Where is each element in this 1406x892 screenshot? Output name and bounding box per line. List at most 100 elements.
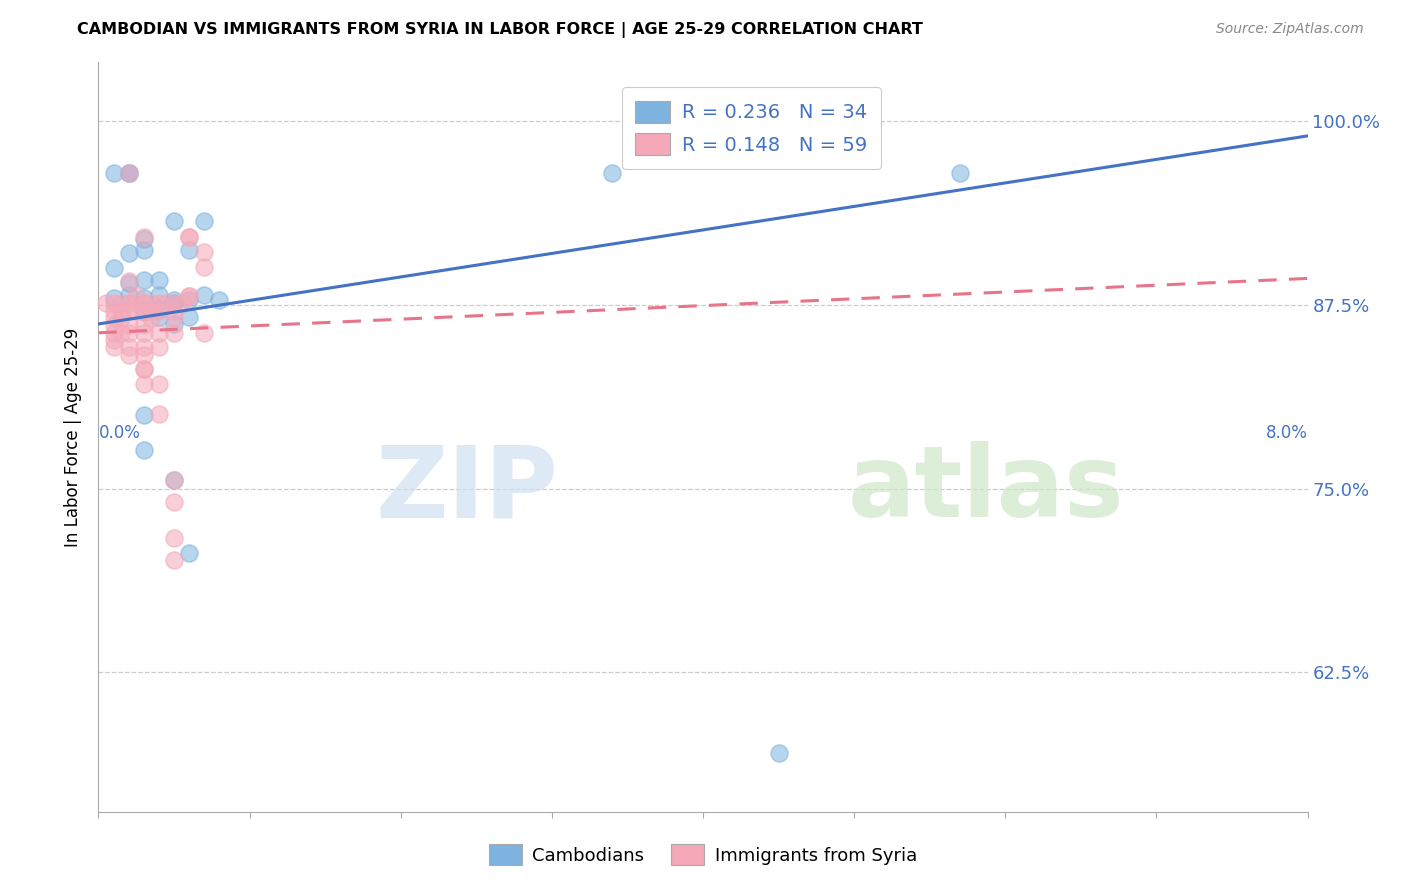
Point bbox=[94, 296, 117, 310]
Y-axis label: In Labor Force | Age 25-29: In Labor Force | Age 25-29 bbox=[65, 327, 83, 547]
Point bbox=[208, 293, 231, 308]
Point bbox=[193, 260, 215, 274]
Point bbox=[141, 296, 163, 310]
Point bbox=[125, 296, 148, 310]
Text: 8.0%: 8.0% bbox=[1265, 424, 1308, 442]
Point bbox=[179, 546, 201, 560]
Point bbox=[103, 341, 125, 355]
Point bbox=[118, 287, 141, 301]
Point bbox=[163, 214, 186, 228]
Point bbox=[148, 326, 170, 340]
Point bbox=[118, 274, 141, 288]
Point bbox=[179, 230, 201, 244]
Point bbox=[179, 310, 201, 324]
Point bbox=[949, 166, 972, 180]
Point bbox=[163, 553, 186, 567]
Point bbox=[103, 296, 125, 310]
Point bbox=[132, 230, 155, 244]
Point bbox=[125, 303, 148, 318]
Point bbox=[118, 276, 141, 290]
Point bbox=[193, 214, 215, 228]
Legend: Cambodians, Immigrants from Syria: Cambodians, Immigrants from Syria bbox=[479, 835, 927, 874]
Point bbox=[148, 377, 170, 392]
Point bbox=[179, 230, 201, 244]
Point bbox=[141, 303, 163, 318]
Point bbox=[132, 362, 155, 376]
Point bbox=[179, 289, 201, 303]
Point bbox=[103, 261, 125, 276]
Point bbox=[148, 287, 170, 301]
Point bbox=[118, 326, 141, 340]
Point bbox=[148, 296, 170, 310]
Legend: R = 0.236   N = 34, R = 0.148   N = 59: R = 0.236 N = 34, R = 0.148 N = 59 bbox=[621, 87, 882, 169]
Point bbox=[163, 311, 186, 326]
Point bbox=[118, 303, 141, 318]
Point bbox=[163, 296, 186, 310]
Point bbox=[148, 310, 170, 324]
Point bbox=[110, 311, 132, 326]
Point bbox=[118, 348, 141, 362]
Point bbox=[103, 333, 125, 347]
Point bbox=[193, 287, 215, 301]
Text: CAMBODIAN VS IMMIGRANTS FROM SYRIA IN LABOR FORCE | AGE 25-29 CORRELATION CHART: CAMBODIAN VS IMMIGRANTS FROM SYRIA IN LA… bbox=[77, 22, 924, 38]
Point bbox=[148, 302, 170, 317]
Point bbox=[768, 746, 790, 760]
Point bbox=[110, 303, 132, 318]
Point bbox=[103, 303, 125, 318]
Point bbox=[132, 273, 155, 287]
Point bbox=[132, 305, 155, 319]
Point bbox=[163, 303, 186, 318]
Point bbox=[132, 296, 155, 310]
Point bbox=[118, 318, 141, 333]
Point bbox=[163, 293, 186, 308]
Point bbox=[132, 291, 155, 305]
Point bbox=[179, 293, 201, 308]
Point bbox=[148, 407, 170, 421]
Point bbox=[110, 296, 132, 310]
Point bbox=[132, 232, 155, 246]
Point bbox=[118, 341, 141, 355]
Point bbox=[163, 326, 186, 340]
Point bbox=[132, 326, 155, 340]
Text: atlas: atlas bbox=[848, 441, 1125, 538]
Point bbox=[148, 273, 170, 287]
Point bbox=[118, 166, 141, 180]
Point bbox=[132, 443, 155, 458]
Point bbox=[163, 473, 186, 487]
Point bbox=[118, 246, 141, 260]
Point bbox=[118, 296, 141, 310]
Point bbox=[602, 166, 624, 180]
Point bbox=[132, 318, 155, 333]
Point bbox=[155, 296, 177, 310]
Point bbox=[148, 303, 170, 318]
Point bbox=[179, 289, 201, 303]
Point bbox=[103, 318, 125, 333]
Point bbox=[163, 296, 186, 310]
Point bbox=[132, 348, 155, 362]
Point bbox=[179, 244, 201, 258]
Point bbox=[103, 311, 125, 326]
Point bbox=[163, 317, 186, 331]
Point bbox=[103, 291, 125, 305]
Point bbox=[125, 289, 148, 303]
Point bbox=[132, 408, 155, 422]
Point bbox=[118, 166, 141, 180]
Point bbox=[110, 326, 132, 340]
Point bbox=[103, 326, 125, 340]
Point bbox=[193, 244, 215, 259]
Point bbox=[193, 326, 215, 340]
Text: 0.0%: 0.0% bbox=[98, 424, 141, 442]
Point bbox=[163, 532, 186, 546]
Point bbox=[141, 311, 163, 326]
Point bbox=[148, 341, 170, 355]
Point bbox=[132, 362, 155, 376]
Text: Source: ZipAtlas.com: Source: ZipAtlas.com bbox=[1216, 22, 1364, 37]
Point bbox=[132, 341, 155, 355]
Point bbox=[170, 296, 193, 310]
Point bbox=[132, 377, 155, 392]
Point bbox=[163, 494, 186, 508]
Point bbox=[132, 244, 155, 258]
Point bbox=[118, 166, 141, 180]
Point bbox=[103, 166, 125, 180]
Point bbox=[132, 303, 155, 318]
